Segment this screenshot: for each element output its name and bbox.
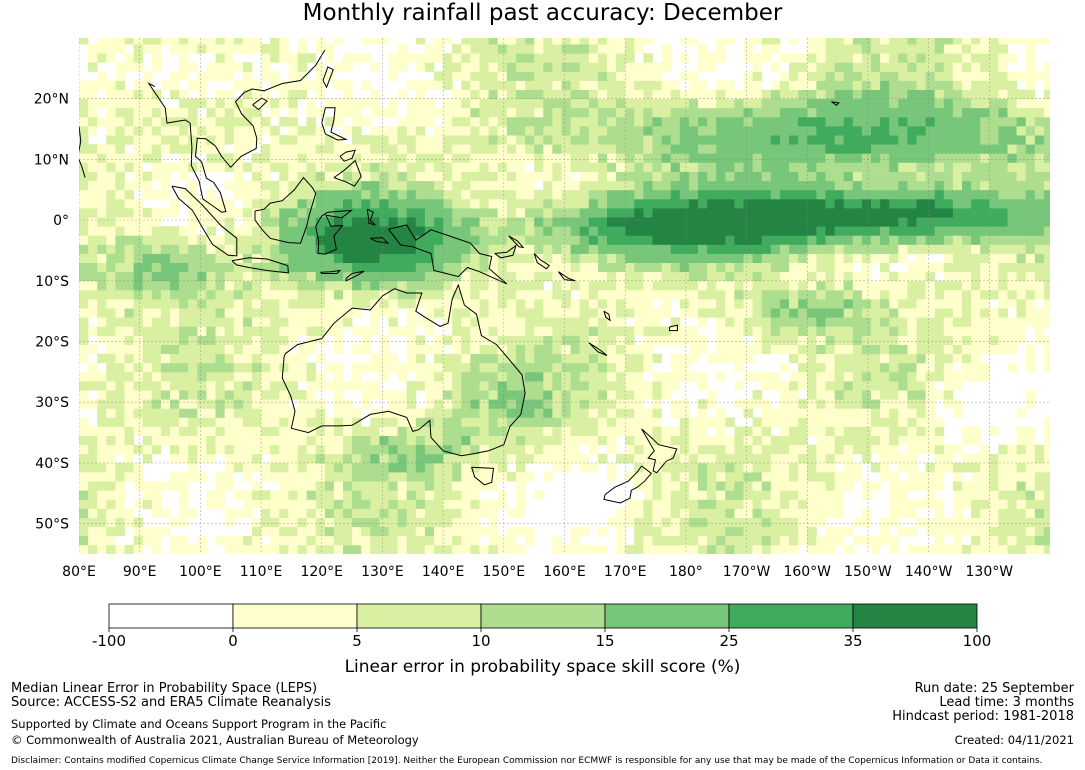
lon-tick-label: 120°E: [300, 564, 343, 580]
colorbar-tick-label: 0: [228, 632, 238, 650]
map-title: Monthly rainfall past accuracy: December: [302, 0, 783, 26]
colorbar: [108, 603, 978, 632]
lat-tick-label: 10°S: [35, 274, 69, 290]
colorbar-title: Linear error in probability space skill …: [344, 657, 741, 677]
lon-tick-label: 150°E: [483, 564, 526, 580]
graticule: [79, 38, 1050, 554]
lon-tick-label: 170°E: [604, 564, 647, 580]
lat-tick-label: 50°S: [35, 517, 69, 533]
colorbar-tick-label: 5: [352, 632, 362, 650]
colorbar-swatch: [604, 603, 730, 629]
lon-tick-label: 160°W: [783, 564, 831, 580]
colorbar-tick-label: 15: [595, 632, 615, 650]
lon-tick-label: 180°: [669, 564, 703, 580]
lon-tick-label: 170°W: [723, 564, 771, 580]
lat-tick-label: 30°S: [35, 395, 69, 411]
lon-tick-label: 110°E: [240, 564, 283, 580]
footer-copyright: © Commonwealth of Australia 2021, Austra…: [11, 733, 419, 747]
lat-tick-label: 40°S: [35, 456, 69, 472]
lon-tick-label: 140°E: [422, 564, 465, 580]
lat-tick-label: 0°: [53, 213, 69, 229]
colorbar-swatch: [728, 603, 854, 629]
colorbar-tick-label: 100: [962, 632, 992, 650]
lon-tick-label: 150°W: [844, 564, 892, 580]
colorbar-swatch: [480, 603, 606, 629]
lon-tick-label: 100°E: [179, 564, 222, 580]
lon-tick-label: 90°E: [123, 564, 157, 580]
lat-tick-label: 20°S: [35, 335, 69, 351]
colorbar-swatch: [232, 603, 358, 629]
lon-tick-label: 130°W: [966, 564, 1014, 580]
colorbar-tick-label: -100: [91, 632, 127, 650]
colorbar-tick-label: 35: [843, 632, 863, 650]
footer-run-date: Run date: 25 September: [914, 681, 1074, 696]
footer-lead-time: Lead time: 3 months: [939, 695, 1074, 710]
colorbar-swatch: [356, 603, 482, 629]
colorbar-swatch: [852, 603, 978, 629]
footer-leps: Median Linear Error in Probability Space…: [11, 681, 318, 696]
axis-labels: 20°N 10°N 0° 10°S 20°S 30°S 40°S 50°S 80°E 90°E 10…: [34, 92, 1014, 580]
skill-score-field: [79, 38, 1050, 554]
lon-tick-label: 130°E: [361, 564, 404, 580]
footer-created: Created: 04/11/2021: [954, 733, 1074, 747]
footer-hindcast: Hindcast period: 1981-2018: [892, 709, 1074, 724]
coastlines: [79, 49, 840, 504]
colorbar-tick-label: 25: [719, 632, 739, 650]
lat-tick-label: 10°N: [34, 152, 69, 168]
footer-support: Supported by Climate and Oceans Support …: [11, 717, 387, 731]
footer-disclaimer: Disclaimer: Contains modified Copernicus…: [11, 756, 1043, 766]
colorbar-swatch: [108, 603, 234, 629]
colorbar-tick-label: 10: [471, 632, 491, 650]
lat-tick-label: 20°N: [34, 92, 69, 108]
footer-source: Source: ACCESS-S2 and ERA5 Climate Reana…: [11, 695, 331, 710]
lon-tick-label: 80°E: [62, 564, 96, 580]
lon-tick-label: 140°W: [905, 564, 953, 580]
lon-tick-label: 160°E: [543, 564, 586, 580]
